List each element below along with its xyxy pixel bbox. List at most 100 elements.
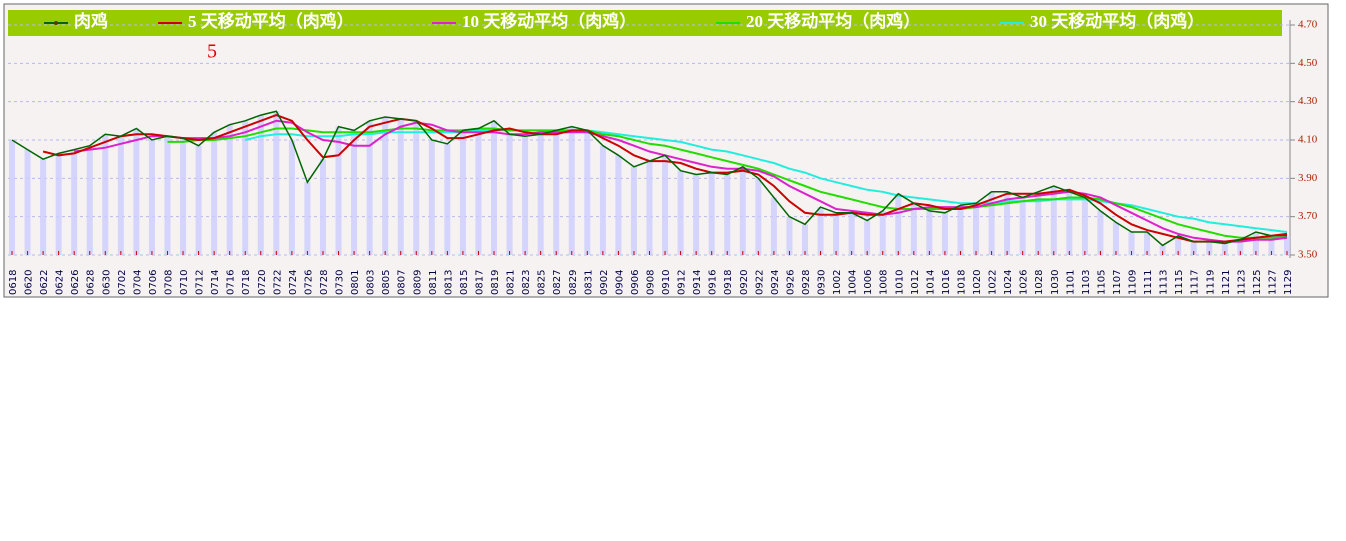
x-tick-label: 1030 — [1050, 270, 1061, 295]
legend-band — [8, 10, 1282, 36]
bar — [1175, 235, 1182, 255]
x-tick-label: 1119 — [1205, 270, 1216, 295]
bar — [786, 216, 793, 255]
x-tick-label: 0827 — [552, 270, 563, 295]
bar — [40, 159, 47, 255]
legend-label: 5 天移动平均（肉鸡） — [188, 11, 354, 31]
x-tick-label: 0910 — [661, 270, 672, 295]
bar — [817, 207, 824, 255]
bar — [1004, 191, 1011, 255]
bar — [382, 117, 389, 255]
bar — [599, 145, 606, 255]
bar — [180, 138, 187, 255]
legend-label: 10 天移动平均（肉鸡） — [462, 11, 636, 31]
x-tick-label: 1026 — [1019, 270, 1030, 295]
bar — [506, 134, 513, 255]
bar — [444, 143, 451, 255]
bar — [475, 128, 482, 255]
bar — [86, 145, 93, 255]
x-tick-label: 1113 — [1159, 270, 1170, 295]
x-tick-label: 0803 — [366, 270, 377, 295]
x-tick-label: 0912 — [677, 270, 688, 295]
x-tick-label: 0914 — [692, 270, 703, 295]
bar — [1019, 197, 1026, 255]
bar — [257, 115, 264, 255]
x-tick-label: 0815 — [459, 270, 470, 295]
x-tick-label: 1103 — [1081, 270, 1092, 295]
legend-marker — [54, 21, 58, 25]
bar — [195, 145, 202, 255]
annotation: 5 — [207, 41, 217, 63]
x-tick-label: 0916 — [708, 270, 719, 295]
bar — [630, 166, 637, 255]
x-tick-label: 1028 — [1034, 270, 1045, 295]
x-tick-label: 0928 — [801, 270, 812, 295]
legend-label: 20 天移动平均（肉鸡） — [746, 11, 920, 31]
bar — [226, 124, 233, 256]
bar — [1252, 232, 1259, 255]
bar — [895, 193, 902, 255]
series-line — [167, 127, 1287, 239]
bar — [133, 128, 140, 255]
x-tick-label: 0718 — [241, 270, 252, 295]
x-tick-label: 0809 — [412, 270, 423, 295]
bar — [148, 140, 155, 255]
x-tick-label: 1111 — [1143, 270, 1154, 295]
bar — [273, 111, 280, 255]
bar — [584, 130, 591, 255]
x-tick-label: 0716 — [226, 270, 237, 295]
bar — [957, 205, 964, 255]
x-tick-label: 0620 — [24, 270, 35, 295]
x-tick-label: 1129 — [1283, 270, 1294, 295]
x-tick-label: 1107 — [1112, 270, 1123, 295]
x-tick-label: 0710 — [179, 270, 190, 295]
bar — [55, 153, 62, 255]
bar — [770, 197, 777, 255]
x-tick-label: 0704 — [132, 270, 143, 295]
x-tick-label: 0714 — [210, 270, 221, 295]
bar — [677, 170, 684, 255]
series-line — [42, 114, 1288, 243]
x-tick-label: 0724 — [288, 270, 299, 295]
bar — [739, 166, 746, 255]
x-tick-label: 1105 — [1096, 270, 1107, 295]
x-tick-label: 1018 — [956, 270, 967, 295]
y-tick-label: 4.30 — [1298, 95, 1318, 107]
x-tick-label: 0722 — [272, 270, 283, 295]
x-tick-label: 0817 — [474, 270, 485, 295]
x-tick-label: 1121 — [1221, 270, 1232, 295]
series-line — [74, 119, 1288, 243]
bar — [242, 120, 249, 255]
bar — [1050, 186, 1057, 255]
x-tick-label: 0622 — [39, 270, 50, 295]
bar — [1097, 210, 1104, 255]
x-tick-label: 1115 — [1174, 270, 1185, 295]
x-tick-label: 0908 — [646, 270, 657, 295]
y-tick-label: 4.10 — [1298, 134, 1318, 146]
bar — [568, 126, 575, 255]
bar — [491, 120, 498, 255]
x-tick-label: 1022 — [988, 270, 999, 295]
bar — [71, 149, 78, 255]
series-line — [11, 110, 1287, 247]
x-tick-label: 1125 — [1252, 270, 1263, 295]
x-tick-label: 0920 — [739, 270, 750, 295]
bar — [662, 155, 669, 255]
bar — [910, 203, 917, 255]
x-tick-label: 0702 — [117, 270, 128, 295]
bar — [522, 136, 529, 255]
bar — [941, 212, 948, 255]
x-tick-label: 1020 — [972, 270, 983, 295]
x-tick-label: 1012 — [910, 270, 921, 295]
x-tick-label: 0918 — [723, 270, 734, 295]
bar — [833, 212, 840, 255]
bar — [537, 134, 544, 255]
x-tick-label: 0801 — [350, 270, 361, 295]
x-tick-label: 1127 — [1267, 270, 1278, 295]
bar — [973, 203, 980, 255]
x-tick-label: 0821 — [506, 270, 517, 295]
x-tick-label: 0720 — [257, 270, 268, 295]
x-tick-label: 0630 — [101, 270, 112, 295]
x-tick-label: 0926 — [785, 270, 796, 295]
